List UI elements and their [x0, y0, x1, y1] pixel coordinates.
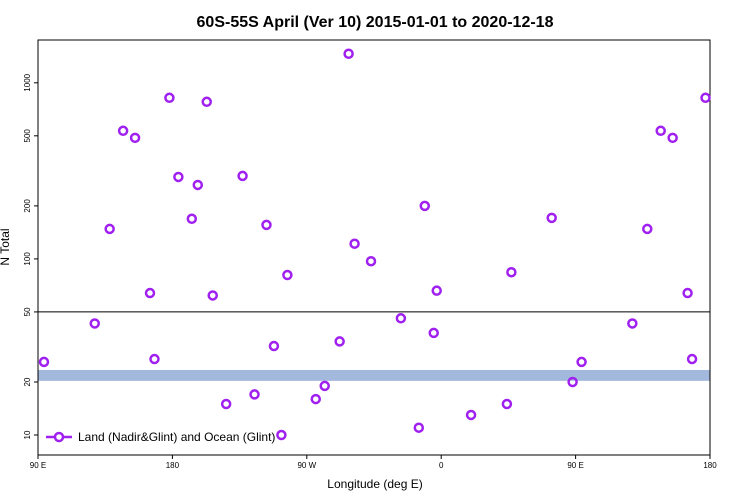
- data-point: [319, 380, 330, 392]
- data-point: [117, 125, 129, 137]
- data-point: [104, 223, 115, 235]
- x-tick-label: 180: [703, 461, 717, 470]
- y-tick-label: 10: [23, 430, 32, 439]
- x-tick-label: 180: [166, 461, 180, 470]
- data-point: [686, 353, 698, 365]
- data-point: [310, 393, 322, 405]
- data-point: [343, 48, 354, 60]
- data-point: [506, 266, 517, 278]
- data-point: [282, 269, 293, 281]
- data-point: [201, 96, 212, 108]
- data-point: [419, 200, 431, 212]
- data-point: [144, 287, 156, 299]
- x-tick-label: 90 E: [30, 461, 46, 470]
- data-point: [395, 313, 407, 324]
- data-point: [700, 92, 711, 104]
- x-tick-label: 90 W: [297, 461, 316, 470]
- data-point: [186, 213, 198, 225]
- data-point: [431, 285, 442, 296]
- data-point: [546, 212, 557, 224]
- data-point: [334, 336, 345, 347]
- data-point: [465, 409, 477, 421]
- data-point: [192, 179, 204, 191]
- data-point: [655, 125, 666, 137]
- data-point: [627, 318, 638, 329]
- y-tick-label: 50: [23, 307, 32, 316]
- plot-frame: [37, 39, 711, 456]
- data-point: [129, 132, 141, 144]
- data-point: [365, 255, 377, 267]
- data-point: [207, 290, 218, 301]
- data-point: [642, 223, 653, 235]
- data-point: [501, 398, 513, 410]
- y-tick-label: 20: [23, 377, 32, 386]
- chart-title: 60S-55S April (Ver 10) 2015-01-01 to 202…: [197, 14, 554, 31]
- data-point: [220, 398, 232, 410]
- data-point: [268, 340, 280, 352]
- data-point: [667, 132, 678, 144]
- legend-label: Land (Nadir&Glint) and Ocean (Glint): [78, 430, 275, 444]
- shaded-band: [38, 369, 710, 381]
- x-tick-label: 90 E: [567, 461, 583, 470]
- data-point: [428, 327, 439, 339]
- data-point: [89, 318, 100, 329]
- data-point: [237, 170, 248, 182]
- data-point: [567, 376, 578, 388]
- data-point: [413, 422, 425, 433]
- data-point: [349, 238, 360, 249]
- y-tick-label: 1000: [23, 73, 32, 91]
- data-point: [249, 389, 260, 400]
- x-axis-label: Longitude (deg E): [327, 477, 422, 491]
- y-tick-label: 100: [23, 252, 32, 266]
- data-point: [276, 429, 287, 441]
- y-tick-label: 200: [23, 199, 32, 213]
- y-axis-label: N Total: [0, 228, 12, 265]
- data-point: [682, 287, 693, 299]
- legend-marker: [53, 431, 65, 443]
- data-point: [164, 92, 175, 104]
- data-point: [38, 356, 50, 368]
- data-point: [261, 219, 272, 231]
- data-point: [173, 171, 184, 183]
- data-point: [149, 353, 160, 365]
- x-tick-label: 0: [439, 461, 444, 470]
- data-point: [576, 356, 587, 368]
- y-tick-label: 500: [23, 129, 32, 143]
